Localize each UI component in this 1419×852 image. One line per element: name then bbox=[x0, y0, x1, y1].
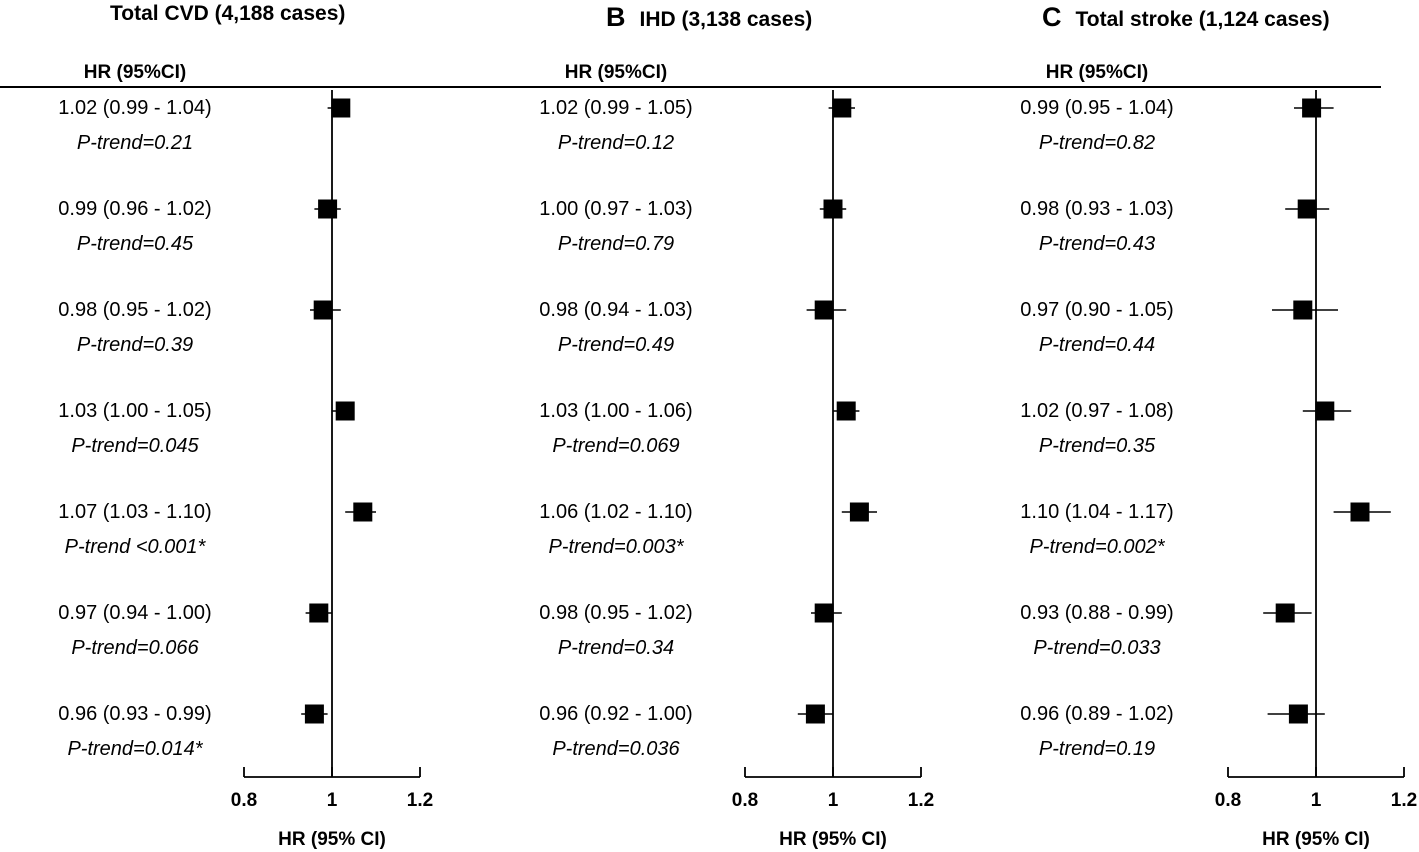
panel-a-hr-label: 0.99 (0.96 - 1.02) bbox=[58, 198, 212, 220]
panel-b-p-trend: P-trend=0.036 bbox=[552, 738, 680, 760]
panel-a-hr-marker bbox=[304, 704, 324, 724]
panel-c-hr-label: 0.97 (0.90 - 1.05) bbox=[1020, 299, 1174, 321]
panel-c-hr-label: 0.96 (0.89 - 1.02) bbox=[1020, 703, 1174, 725]
panel-b-hr-label: 1.03 (1.00 - 1.06) bbox=[539, 400, 693, 422]
panel-a-hr-marker bbox=[313, 300, 333, 320]
panel-b-hr-marker bbox=[823, 199, 843, 219]
panel-c-column-header: HR (95%CI) bbox=[1045, 62, 1149, 83]
panel-b-p-trend: P-trend=0.49 bbox=[557, 334, 675, 356]
panel-c-hr-label: 0.99 (0.95 - 1.04) bbox=[1020, 97, 1174, 119]
panel-c-x-axis-title: HR (95% CI) bbox=[1262, 829, 1370, 850]
panel-c-letter: C bbox=[1042, 2, 1062, 32]
panel-a-p-trend: P-trend=0.014* bbox=[67, 738, 203, 760]
panel-c-p-trend: P-trend=0.19 bbox=[1038, 738, 1156, 760]
panel-b-hr-marker bbox=[805, 704, 825, 724]
panel-a-hr-marker bbox=[318, 199, 338, 219]
panel-b-p-trend: P-trend=0.003* bbox=[548, 536, 684, 558]
panel-a-hr-label: 0.98 (0.95 - 1.02) bbox=[58, 299, 212, 321]
panel-a-title: Total CVD (4,188 cases) bbox=[110, 2, 345, 26]
panel-b-p-trend: P-trend=0.12 bbox=[557, 132, 675, 154]
panel-b-hr-marker bbox=[849, 502, 869, 522]
panel-c-p-trend: P-trend=0.44 bbox=[1038, 334, 1156, 356]
panel-a-x-tick-label: 0.8 bbox=[231, 790, 257, 811]
panel-a-hr-marker bbox=[331, 98, 351, 118]
panel-c-p-trend: P-trend=0.82 bbox=[1038, 132, 1156, 154]
panel-a-p-trend: P-trend=0.45 bbox=[76, 233, 194, 255]
panel-a-p-trend: P-trend=0.21 bbox=[76, 132, 194, 154]
panel-b-hr-label: 0.98 (0.95 - 1.02) bbox=[539, 602, 693, 624]
panel-a-p-trend: P-trend=0.39 bbox=[76, 334, 194, 356]
panel-c-x-tick-label: 1.2 bbox=[1391, 790, 1417, 811]
panel-c-x-tick-label: 1 bbox=[1311, 790, 1322, 811]
panel-b-x-tick-label: 1 bbox=[828, 790, 839, 811]
panel-a-hr-label: 0.97 (0.94 - 1.00) bbox=[58, 602, 212, 624]
header-rule bbox=[0, 86, 1381, 88]
panel-b-x-tick-label: 0.8 bbox=[732, 790, 758, 811]
panel-a-hr-label: 1.07 (1.03 - 1.10) bbox=[58, 501, 212, 523]
panel-c-hr-marker bbox=[1350, 502, 1370, 522]
panel-b-p-trend: P-trend=0.79 bbox=[557, 233, 675, 255]
panel-b-p-trend: P-trend=0.34 bbox=[557, 637, 675, 659]
panel-b-hr-marker bbox=[836, 401, 856, 421]
panel-b-hr-label: 1.06 (1.02 - 1.10) bbox=[539, 501, 693, 523]
panel-b-x-axis-title: HR (95% CI) bbox=[779, 829, 887, 850]
panel-c-hr-marker bbox=[1297, 199, 1317, 219]
panel-b-title: B IHD (3,138 cases) bbox=[606, 2, 812, 33]
panel-c-title-text: Total stroke (1,124 cases) bbox=[1075, 8, 1330, 31]
panel-a-hr-marker bbox=[309, 603, 329, 623]
panel-c-p-trend: P-trend=0.35 bbox=[1038, 435, 1156, 457]
panel-a-hr-label: 1.02 (0.99 - 1.04) bbox=[58, 97, 212, 119]
panel-c-hr-marker bbox=[1275, 603, 1295, 623]
panel-a-hr-label: 1.03 (1.00 - 1.05) bbox=[58, 400, 212, 422]
panel-a-hr-label: 0.96 (0.93 - 0.99) bbox=[58, 703, 212, 725]
panel-a-column-header: HR (95%CI) bbox=[83, 62, 187, 83]
panel-b-hr-marker bbox=[832, 98, 852, 118]
panel-a-x-tick-label: 1 bbox=[327, 790, 338, 811]
panel-c-hr-label: 1.02 (0.97 - 1.08) bbox=[1020, 400, 1174, 422]
panel-a-hr-marker bbox=[335, 401, 355, 421]
panel-c-hr-marker bbox=[1288, 704, 1308, 724]
panel-a-x-tick-label: 1.2 bbox=[407, 790, 433, 811]
panel-c-hr-label: 0.98 (0.93 - 1.03) bbox=[1020, 198, 1174, 220]
panel-b-hr-marker bbox=[814, 300, 834, 320]
panel-b-p-trend: P-trend=0.069 bbox=[552, 435, 680, 457]
panel-b-letter: B bbox=[606, 2, 626, 32]
panel-c-p-trend: P-trend=0.002* bbox=[1029, 536, 1165, 558]
panel-a-hr-marker bbox=[353, 502, 373, 522]
panel-b-hr-marker bbox=[814, 603, 834, 623]
panel-c-hr-marker bbox=[1293, 300, 1313, 320]
panel-b-hr-label: 0.98 (0.94 - 1.03) bbox=[539, 299, 693, 321]
panel-c-hr-marker bbox=[1302, 98, 1322, 118]
panel-c-hr-marker bbox=[1315, 401, 1335, 421]
panel-c-x-tick-label: 0.8 bbox=[1215, 790, 1241, 811]
panel-a-p-trend: P-trend=0.066 bbox=[71, 637, 199, 659]
panel-c-p-trend: P-trend=0.43 bbox=[1038, 233, 1156, 255]
panel-b-hr-label: 0.96 (0.92 - 1.00) bbox=[539, 703, 693, 725]
panel-a-p-trend: P-trend=0.045 bbox=[71, 435, 199, 457]
panel-b-column-header: HR (95%CI) bbox=[564, 62, 668, 83]
panel-a-p-trend: P-trend <0.001* bbox=[64, 536, 206, 558]
panel-b-x-tick-label: 1.2 bbox=[908, 790, 934, 811]
panel-a-title-text: Total CVD (4,188 cases) bbox=[110, 2, 346, 25]
panel-c-hr-label: 0.93 (0.88 - 0.99) bbox=[1020, 602, 1174, 624]
panel-b-title-text: IHD (3,138 cases) bbox=[639, 8, 813, 31]
panel-c-hr-label: 1.10 (1.04 - 1.17) bbox=[1020, 501, 1174, 523]
panel-c-title: C Total stroke (1,124 cases) bbox=[1042, 2, 1330, 33]
panel-b-hr-label: 1.00 (0.97 - 1.03) bbox=[539, 198, 693, 220]
panel-c-p-trend: P-trend=0.033 bbox=[1033, 637, 1161, 659]
panel-b-hr-label: 1.02 (0.99 - 1.05) bbox=[539, 97, 693, 119]
panel-a-x-axis-title: HR (95% CI) bbox=[278, 829, 386, 850]
